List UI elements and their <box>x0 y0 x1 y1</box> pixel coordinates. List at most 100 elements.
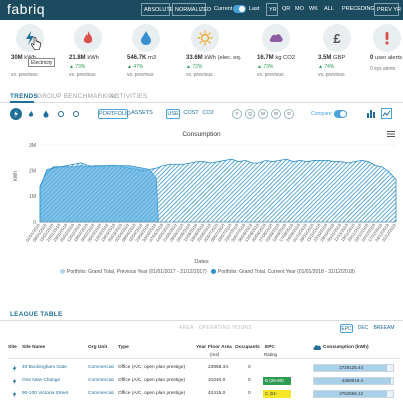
header-site[interactable]: Site <box>8 345 17 350</box>
kpi-alerts[interactable]: 0 user alerts 0 sys alerts <box>370 22 403 84</box>
kpi-electricity[interactable]: 30M kWh vs. previous <box>11 22 61 84</box>
kpi-gas-vs: vs. previous <box>69 72 96 78</box>
x-tick-label: 12/03/2018 <box>93 222 110 243</box>
absolute-button[interactable]: ABSOLUTE <box>141 3 173 16</box>
period-qr-button[interactable]: QR <box>282 6 291 12</box>
utility-water-button[interactable] <box>40 108 52 120</box>
granularity-y-button[interactable]: Y <box>232 109 242 119</box>
site-name-link[interactable]: One New Change <box>22 378 61 383</box>
site-name-link[interactable]: 90-100 Victoria Street <box>22 391 69 396</box>
rating-epc-button[interactable]: EPC <box>340 324 353 333</box>
kpi-alerts-circle[interactable] <box>373 24 401 52</box>
table-row[interactable]: One New Change Commercial Office (A/C, o… <box>0 376 403 387</box>
site-type: Office (A/C, open plan prestige) <box>118 365 186 370</box>
x-tick-label: 18/06/2018 <box>189 222 206 243</box>
utility-gas-button[interactable] <box>25 108 37 120</box>
kpi-water[interactable]: 546.7K m3 ▲ 47% vs. previous <box>127 22 177 84</box>
rating-dec-button[interactable]: DEC <box>357 325 369 331</box>
x-tick-label: 05/03/2018 <box>86 222 103 243</box>
header-occupants[interactable]: Occupants <box>235 345 260 350</box>
kpi-cost-circle[interactable]: £ <box>323 24 351 52</box>
site-name-link[interactable]: 40 Buckingham Gate <box>22 365 67 370</box>
legend-previous-year[interactable]: Portfolio: Grand Total, Previous Year (0… <box>60 269 207 275</box>
org-unit-link[interactable]: Commercial <box>88 365 114 370</box>
y-tick-label: 0 <box>33 220 36 226</box>
top-bar: fabriq ABSOLUTE NORMALIZED Current Last … <box>0 0 403 20</box>
toggle-current-label: Current <box>214 6 233 12</box>
co2-button[interactable]: CO2 <box>202 110 214 116</box>
header-year[interactable]: Year <box>196 345 207 350</box>
granularity-q-button[interactable]: Q <box>245 109 255 119</box>
header-site-name[interactable]: Site Name <box>22 345 46 350</box>
series-previous-year-area[interactable] <box>39 165 159 223</box>
rating-breeam-button[interactable]: BREEAM <box>373 325 395 331</box>
current-last-toggle[interactable] <box>233 5 246 13</box>
x-tick-label: 08/01/2018 <box>32 222 49 243</box>
hamburger-menu-icon[interactable] <box>387 130 395 138</box>
org-unit-link[interactable]: Commercial <box>88 391 114 396</box>
y-tick-label: 2M <box>29 168 36 174</box>
x-tick-label: 06/08/2018 <box>237 222 254 243</box>
table-row[interactable]: 90-100 Victoria Street Commercial Office… <box>0 389 403 400</box>
x-tick-label: 17/12/2018 <box>367 222 384 243</box>
granularity-w-button[interactable]: W <box>271 109 281 119</box>
prev-yr-button[interactable]: PREV YR <box>374 3 401 16</box>
kpi-co2-circle[interactable] <box>262 24 290 52</box>
kpi-co2[interactable]: 16.7M kg CO2 ▲ 73% vs. previous <box>257 22 307 84</box>
use-button[interactable]: USE <box>166 109 180 119</box>
header-org-unit[interactable]: Org Unit <box>88 345 108 350</box>
x-tick-label: 09/07/2018 <box>210 222 227 243</box>
header-floor-area[interactable]: Floor Area <box>208 345 232 350</box>
period-wk-button[interactable]: WK <box>309 6 318 12</box>
kpi-water-circle[interactable] <box>132 24 160 52</box>
x-tick-label: 19/03/2018 <box>100 222 117 243</box>
legend-current-year[interactable]: Portfolio: Grand Total, Current Year (01… <box>211 269 355 275</box>
x-tick-label: 15/01/2018 <box>38 222 55 243</box>
granularity-d-button[interactable]: D <box>284 109 294 119</box>
bar-chart-icon[interactable] <box>366 109 376 118</box>
period-all-button[interactable]: ALL <box>324 6 334 12</box>
x-tick-label: 29/01/2018 <box>52 222 69 243</box>
header-epc[interactable]: EPC <box>265 345 275 350</box>
kpi-energy-circle[interactable] <box>191 24 219 52</box>
org-unit-link[interactable]: Commercial <box>88 378 114 383</box>
x-tick-label: 24/12/2018 <box>374 222 391 243</box>
series-current-year-area[interactable] <box>39 158 397 223</box>
kpi-electricity-circle[interactable] <box>16 24 44 52</box>
preceding-button[interactable]: PRECEDING <box>342 6 375 12</box>
tab-trends[interactable]: TRENDS <box>10 93 38 100</box>
header-type[interactable]: Type <box>118 345 129 350</box>
x-tick-label: 12/11/2018 <box>333 222 349 242</box>
cost-button[interactable]: COST <box>183 110 199 116</box>
kpi-co2-value: 16.7M kg CO2 <box>257 55 295 61</box>
granularity-m-button[interactable]: M <box>258 109 268 119</box>
utility-electricity-button[interactable] <box>10 108 22 120</box>
x-tick-label: 02/04/2018 <box>114 222 131 243</box>
cloud-icon <box>313 345 321 350</box>
tab-activities[interactable]: ACTIVITIES <box>110 93 148 100</box>
kpi-gas[interactable]: 21.8M kWh ▲ 73% vs. previous <box>69 22 119 84</box>
electricity-bolt-icon <box>12 391 17 398</box>
line-chart-icon[interactable] <box>381 108 392 119</box>
header-consumption[interactable]: Consumption (kWh) <box>323 345 369 350</box>
kpi-gas-circle[interactable] <box>74 24 102 52</box>
x-tick-label: 25/06/2018 <box>196 222 213 243</box>
utility-energy-button[interactable] <box>55 108 67 120</box>
compare-toggle[interactable] <box>334 110 347 118</box>
tab-group-benchmarking[interactable]: GROUP BENCHMARKING <box>37 93 120 100</box>
x-tick-label: 26/03/2018 <box>107 222 124 243</box>
table-row[interactable]: 40 Buckingham Gate Commercial Office (A/… <box>0 363 403 374</box>
gas-flame-icon <box>83 31 93 44</box>
kpi-energy-change: ▲ 72% <box>186 64 203 70</box>
kpi-energy-value: 33.6M kWh (elec. eq. <box>186 55 242 61</box>
assets-button[interactable]: ASSETS <box>131 110 153 116</box>
normalized-button[interactable]: NORMALIZED <box>172 3 211 16</box>
portfolio-button[interactable]: PORTFOLIO <box>98 109 131 119</box>
utility-co2-button[interactable] <box>70 108 82 120</box>
period-yr-button[interactable]: YR <box>266 3 278 16</box>
period-mo-button[interactable]: MO <box>295 6 304 12</box>
x-tick-label: 14/05/2018 <box>155 222 172 243</box>
kpi-cost[interactable]: £ 3.5M GBP ▲ 74% vs. previous <box>318 22 368 84</box>
kpi-energy[interactable]: 33.6M kWh (elec. eq. ▲ 72% vs. previous <box>186 22 246 84</box>
consumption-value: 4369819.4 <box>341 378 363 383</box>
